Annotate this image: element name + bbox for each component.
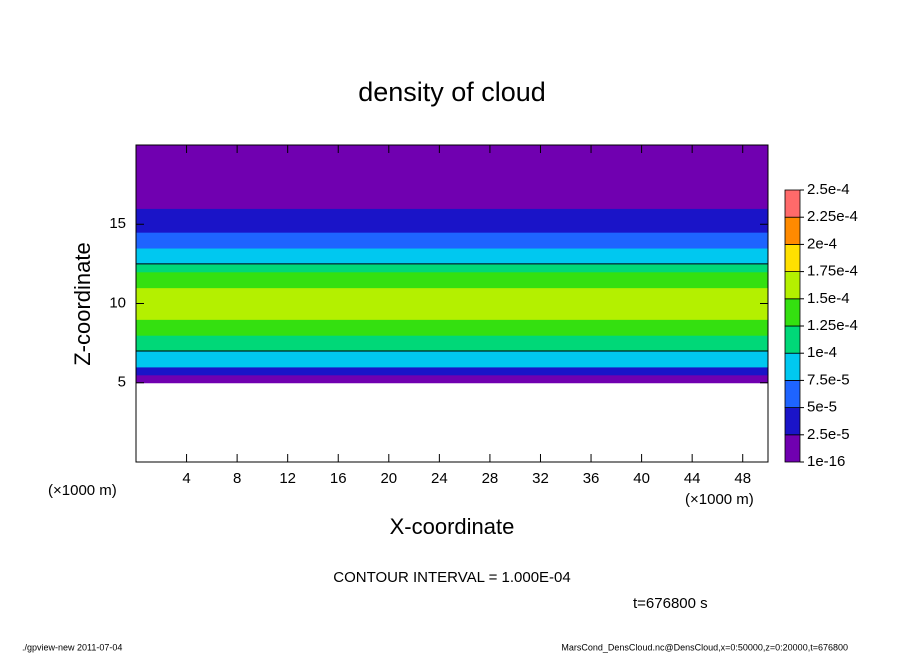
y-axis-label: Z-coordinate [70, 242, 95, 366]
field-band [136, 263, 768, 273]
field-band [136, 303, 768, 312]
field-band [136, 255, 768, 265]
field-band [136, 208, 768, 217]
colorbar-box [784, 379, 801, 408]
x-tick-label: 20 [380, 470, 397, 487]
field-band [136, 327, 768, 336]
y-tick-label: 5 [118, 374, 126, 391]
field-band [136, 248, 768, 257]
x-tick-label: 36 [583, 470, 600, 487]
colorbar-box [784, 325, 801, 354]
y-tick-label: 15 [109, 215, 126, 232]
colorbar-label: 2e-4 [807, 235, 837, 252]
colorbar-label: 1.5e-4 [807, 290, 850, 307]
field-band [136, 351, 768, 360]
x-tick-label: 12 [279, 470, 296, 487]
colorbar-box [784, 271, 801, 300]
x-tick-label: 44 [684, 470, 701, 487]
footer-left: ./gpview-new 2011-07-04 [22, 642, 122, 652]
field-band [136, 358, 768, 368]
field-band [136, 184, 768, 194]
colorbar-box [784, 434, 801, 463]
y-unit-label: (×1000 m) [685, 491, 754, 508]
field-band [136, 176, 768, 186]
x-unit-label: (×1000 m) [48, 482, 117, 499]
y-tick-label: 10 [109, 294, 126, 311]
field-band [136, 279, 768, 289]
field-band [136, 374, 768, 384]
field-band [136, 240, 768, 249]
field-band [136, 160, 768, 170]
field-band [136, 343, 768, 352]
x-tick-label: 32 [532, 470, 549, 487]
colorbar-box [784, 407, 801, 436]
x-tick-label: 28 [482, 470, 499, 487]
field-band [136, 216, 768, 225]
time-label: t=676800 s [633, 595, 708, 612]
colorbar-label: 2.5e-5 [807, 426, 850, 443]
footer-right: MarsCond_DensCloud.nc@DensCloud,x=0:5000… [561, 642, 848, 652]
colorbar-label: 1e-4 [807, 344, 837, 361]
colorbar-label: 7.5e-5 [807, 371, 850, 388]
colorbar-label: 1.25e-4 [807, 317, 858, 334]
field-band [136, 200, 768, 209]
x-tick-label: 16 [330, 470, 347, 487]
colorbar-box [784, 352, 801, 381]
x-axis-label: X-coordinate [390, 514, 515, 539]
field-band [136, 152, 768, 162]
colorbar-box [784, 216, 801, 245]
x-tick-label: 8 [233, 470, 241, 487]
field-band [136, 168, 768, 178]
field-band [136, 287, 768, 297]
colorbar-label: 5e-5 [807, 399, 837, 416]
field-band [136, 366, 768, 376]
colorbar-label: 1.75e-4 [807, 263, 858, 280]
field-band [136, 295, 768, 304]
field-band [136, 145, 768, 154]
chart-title: density of cloud [358, 77, 546, 107]
x-tick-label: 4 [182, 470, 190, 487]
colorbar-label: 2.25e-4 [807, 208, 858, 225]
field-band [136, 311, 768, 320]
x-tick-label: 48 [734, 470, 751, 487]
contour-interval: CONTOUR INTERVAL = 1.000E-04 [333, 569, 570, 586]
colorbar-box [784, 298, 801, 327]
colorbar-label: 1e-16 [807, 453, 845, 470]
x-tick-label: 40 [633, 470, 650, 487]
field-band [136, 335, 768, 344]
field-band [136, 224, 768, 233]
colorbar-label: 2.5e-4 [807, 181, 850, 198]
x-tick-label: 24 [431, 470, 448, 487]
field-band [136, 319, 768, 328]
field-band [136, 232, 768, 241]
colorbar-box [784, 243, 801, 272]
colorbar-box [784, 189, 801, 218]
field-band [136, 271, 768, 281]
field-band [136, 192, 768, 201]
